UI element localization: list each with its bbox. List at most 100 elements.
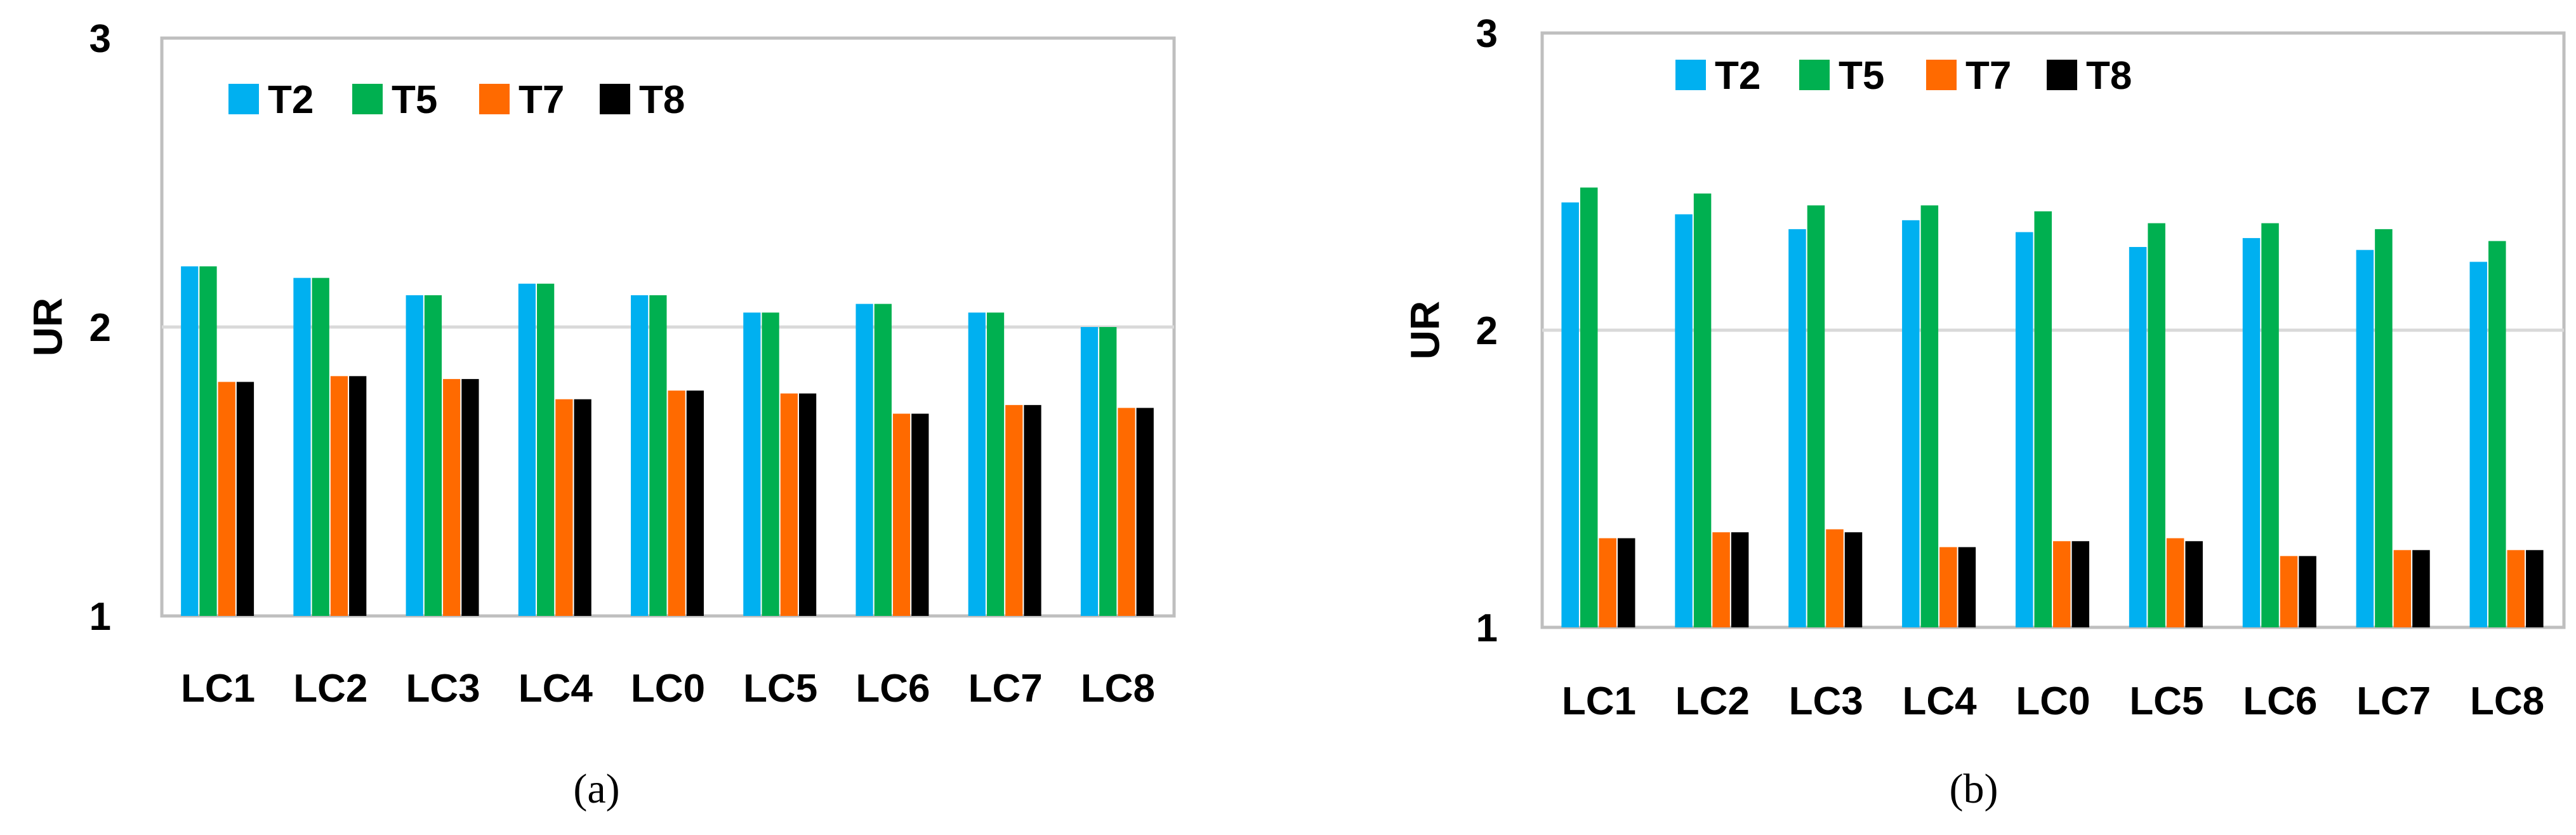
bar-t7-lc7	[1005, 404, 1023, 616]
bar-t7-lc5	[780, 393, 798, 616]
bar-t5-lc7	[986, 312, 1005, 616]
legend-label-t5: T5	[392, 78, 437, 122]
bar-t2-lc2	[293, 277, 311, 616]
bar-t2-lc1	[181, 266, 199, 616]
x-tick-label: LC7	[2356, 679, 2431, 723]
x-tick-label: LC2	[293, 667, 367, 711]
legend-swatch-t5	[352, 84, 383, 114]
bar-t7-lc5	[2166, 538, 2184, 627]
bar-t7-lc2	[330, 376, 348, 616]
bar-t2-lc8	[2469, 262, 2488, 627]
x-tick-label: LC1	[181, 667, 255, 711]
bar-t2-lc4	[518, 283, 536, 616]
x-tick-label: LC1	[1562, 679, 1636, 723]
bar-t7-lc6	[2280, 556, 2298, 627]
panel-a-caption: (a)	[573, 766, 620, 812]
bar-t7-lc0	[2053, 541, 2071, 627]
bar-t7-lc7	[2393, 550, 2412, 627]
bar-t5-lc8	[1099, 327, 1117, 616]
x-tick-label: LC7	[968, 667, 1043, 711]
bar-t8-lc2	[1731, 532, 1749, 627]
x-tick-label: LC4	[519, 667, 593, 711]
x-tick-label: LC8	[2470, 679, 2544, 723]
y-tick-label: 1	[1476, 606, 1498, 650]
legend-swatch-t5	[1799, 60, 1830, 90]
bar-t2-lc4	[1902, 220, 1920, 628]
y-tick-label: 3	[89, 17, 111, 61]
bar-t8-lc7	[1024, 404, 1041, 616]
bar-t5-lc6	[874, 304, 892, 616]
bar-t2-lc6	[2242, 237, 2261, 627]
bar-t8-lc0	[686, 391, 704, 616]
bar-t8-lc5	[2185, 541, 2203, 627]
legend-label-t2: T2	[1715, 54, 1760, 98]
x-tick-label: LC5	[2129, 679, 2203, 723]
bar-t7-lc6	[892, 413, 911, 616]
y-axis-label: UR	[25, 298, 70, 356]
x-tick-label: LC0	[631, 667, 705, 711]
bar-t7-lc4	[555, 399, 573, 616]
bar-t5-lc5	[762, 312, 779, 616]
bar-t7-lc4	[1939, 547, 1957, 627]
bar-t8-lc3	[461, 378, 479, 616]
bar-t2-lc5	[2129, 246, 2147, 628]
bar-t7-lc1	[218, 382, 235, 616]
x-tick-label: LC3	[1789, 679, 1863, 723]
bar-t2-lc0	[2015, 232, 2033, 627]
bar-t5-lc8	[2488, 241, 2506, 628]
bar-t2-lc7	[968, 312, 986, 616]
bar-t8-lc3	[1844, 532, 1863, 627]
legend-swatch-t2	[1675, 60, 1706, 90]
x-tick-label: LC6	[2243, 679, 2317, 723]
bar-t8-lc6	[2299, 556, 2316, 627]
legend-swatch-t8	[2047, 60, 2077, 90]
bar-t5-lc5	[2148, 223, 2165, 627]
bar-t2-lc5	[743, 312, 761, 616]
bar-t5-lc0	[2034, 211, 2052, 627]
bar-t7-lc8	[1118, 408, 1135, 616]
bar-t8-lc5	[798, 393, 817, 616]
bar-t5-lc7	[2375, 229, 2393, 627]
bar-t2-lc0	[631, 295, 649, 616]
x-tick-label: LC0	[2016, 679, 2090, 723]
bar-t8-lc1	[236, 382, 254, 616]
bar-t8-lc1	[1617, 538, 1635, 627]
x-tick-label: LC6	[855, 667, 930, 711]
bar-t2-lc3	[1788, 229, 1806, 627]
legend-swatch-t7	[479, 84, 510, 114]
bar-t8-lc4	[574, 399, 591, 616]
bar-t5-lc6	[2261, 223, 2279, 627]
legend-swatch-t2	[228, 84, 259, 114]
chart-panel-a: 1 2 3 UR LC1 LC2 LC3 LC4 LC0 LC5 LC6 LC7 LC8 T2 T5 T7 T8	[25, 17, 1176, 711]
bar-t7-lc3	[443, 378, 461, 616]
bar-t7-lc0	[668, 391, 685, 616]
legend-label-t2: T2	[268, 78, 314, 122]
y-tick-label: 3	[1476, 12, 1498, 56]
bar-t7-lc3	[1826, 529, 1844, 627]
bar-t5-lc1	[199, 266, 217, 616]
bar-t2-lc3	[406, 295, 423, 616]
y-axis-label: UR	[1402, 301, 1448, 359]
bar-t5-lc3	[424, 295, 442, 616]
bar-t5-lc4	[1920, 205, 1939, 627]
bar-t8-lc2	[349, 376, 367, 616]
bar-t2-lc7	[2356, 250, 2374, 627]
bar-t7-lc2	[1712, 532, 1730, 627]
y-tick-label: 2	[1476, 309, 1498, 353]
bar-t7-lc8	[2507, 550, 2525, 627]
bar-t5-lc2	[1693, 193, 1712, 628]
bar-t2-lc6	[855, 304, 873, 616]
x-tick-label: LC3	[406, 667, 480, 711]
legend-label-t7: T7	[519, 78, 564, 122]
bar-t8-lc4	[1958, 547, 1976, 627]
bar-t5-lc2	[312, 277, 329, 616]
bar-t8-lc6	[911, 413, 929, 616]
bar-t8-lc8	[1136, 408, 1154, 616]
x-tick-label: LC2	[1675, 679, 1750, 723]
y-tick-label: 1	[89, 595, 111, 639]
legend-swatch-t8	[600, 84, 630, 114]
y-tick-label: 2	[89, 306, 111, 350]
bar-t8-lc0	[2071, 541, 2090, 627]
legend-label-t8: T8	[2086, 54, 2132, 98]
